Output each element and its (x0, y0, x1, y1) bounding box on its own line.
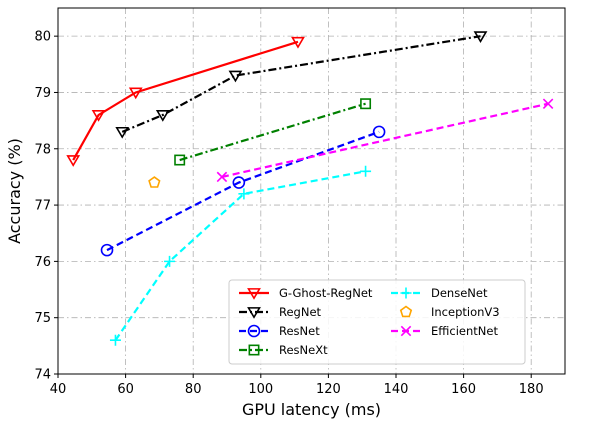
data-point (115, 126, 130, 139)
series-line (72, 40, 299, 161)
legend-item: G-Ghost-RegNet (239, 286, 373, 300)
data-point (174, 154, 186, 166)
data-point (148, 176, 161, 188)
legend-marker (247, 307, 261, 319)
series-layer (66, 31, 554, 346)
data-point (473, 31, 488, 43)
data-point (228, 70, 243, 83)
x-tick-label: 100 (248, 382, 273, 397)
series-g-ghost-regnet (66, 36, 305, 167)
y-tick-label: 77 (34, 199, 51, 214)
data-point (238, 188, 250, 200)
x-tick-label: 180 (519, 382, 544, 397)
legend-item: DenseNet (391, 286, 488, 300)
legend: G-Ghost-RegNet RegNet ResNet ResNeXt DenseNe… (228, 279, 526, 365)
legend-label: EfficientNet (431, 324, 498, 338)
data-point (372, 125, 386, 139)
data-point (232, 176, 246, 189)
legend-label: RegNet (279, 305, 322, 319)
data-point (164, 255, 176, 267)
series-resnet (100, 125, 386, 257)
legend-marker (247, 324, 261, 338)
legend-item: RegNet (239, 305, 322, 319)
legend-item: ResNeXt (239, 343, 328, 357)
data-point (542, 98, 554, 109)
legend-marker (400, 287, 412, 299)
data-point (91, 110, 106, 122)
ticks: 40 60 80 100 120 140 160 180 74 75 76 77 78 79 80 (34, 30, 543, 397)
series-line (221, 102, 549, 178)
data-point (128, 87, 143, 100)
legend-marker (248, 344, 260, 356)
y-axis-label: Accuracy (%) (5, 138, 24, 244)
plot-frame (57, 7, 566, 375)
grid (57, 8, 565, 375)
x-tick-label: 140 (384, 382, 409, 397)
legend-label: G-Ghost-RegNet (279, 286, 373, 300)
legend-item: EfficientNet (391, 324, 498, 338)
data-point (100, 243, 114, 257)
data-point (216, 171, 228, 183)
series-resnext (174, 98, 372, 166)
data-point (291, 36, 305, 49)
series-regnet (115, 31, 488, 139)
y-tick-label: 75 (34, 311, 51, 326)
data-point (109, 334, 121, 346)
data-point (360, 165, 372, 177)
y-tick-label: 80 (34, 30, 51, 45)
legend-item: InceptionV3 (399, 305, 500, 319)
x-tick-label: 160 (451, 382, 476, 397)
legend-label: ResNeXt (279, 343, 328, 357)
series-line (106, 130, 380, 252)
legend-label: InceptionV3 (431, 305, 500, 319)
y-tick-label: 74 (34, 368, 51, 383)
legend-box (228, 279, 526, 365)
x-axis-label: GPU latency (ms) (242, 400, 381, 419)
legend-marker (400, 325, 412, 337)
y-tick-label: 79 (34, 86, 51, 101)
x-tick-label: 60 (117, 382, 134, 397)
y-tick-label: 78 (34, 142, 51, 157)
x-tick-label: 80 (185, 382, 202, 397)
legend-item: ResNet (239, 324, 320, 338)
data-point (66, 155, 81, 167)
series-line (179, 102, 366, 162)
data-point (155, 110, 170, 122)
series-efficientnet (216, 98, 554, 183)
y-tick-label: 76 (34, 255, 51, 270)
series-inceptionv3 (148, 176, 161, 188)
legend-label: ResNet (279, 324, 320, 338)
legend-label: DenseNet (431, 286, 488, 300)
series-line (121, 35, 481, 133)
x-tick-label: 120 (316, 382, 341, 397)
data-point (360, 98, 372, 110)
x-tick-label: 40 (50, 382, 67, 397)
series-densenet (109, 165, 372, 346)
series-line (114, 170, 366, 341)
legend-marker (247, 288, 261, 300)
legend-marker (399, 305, 413, 318)
